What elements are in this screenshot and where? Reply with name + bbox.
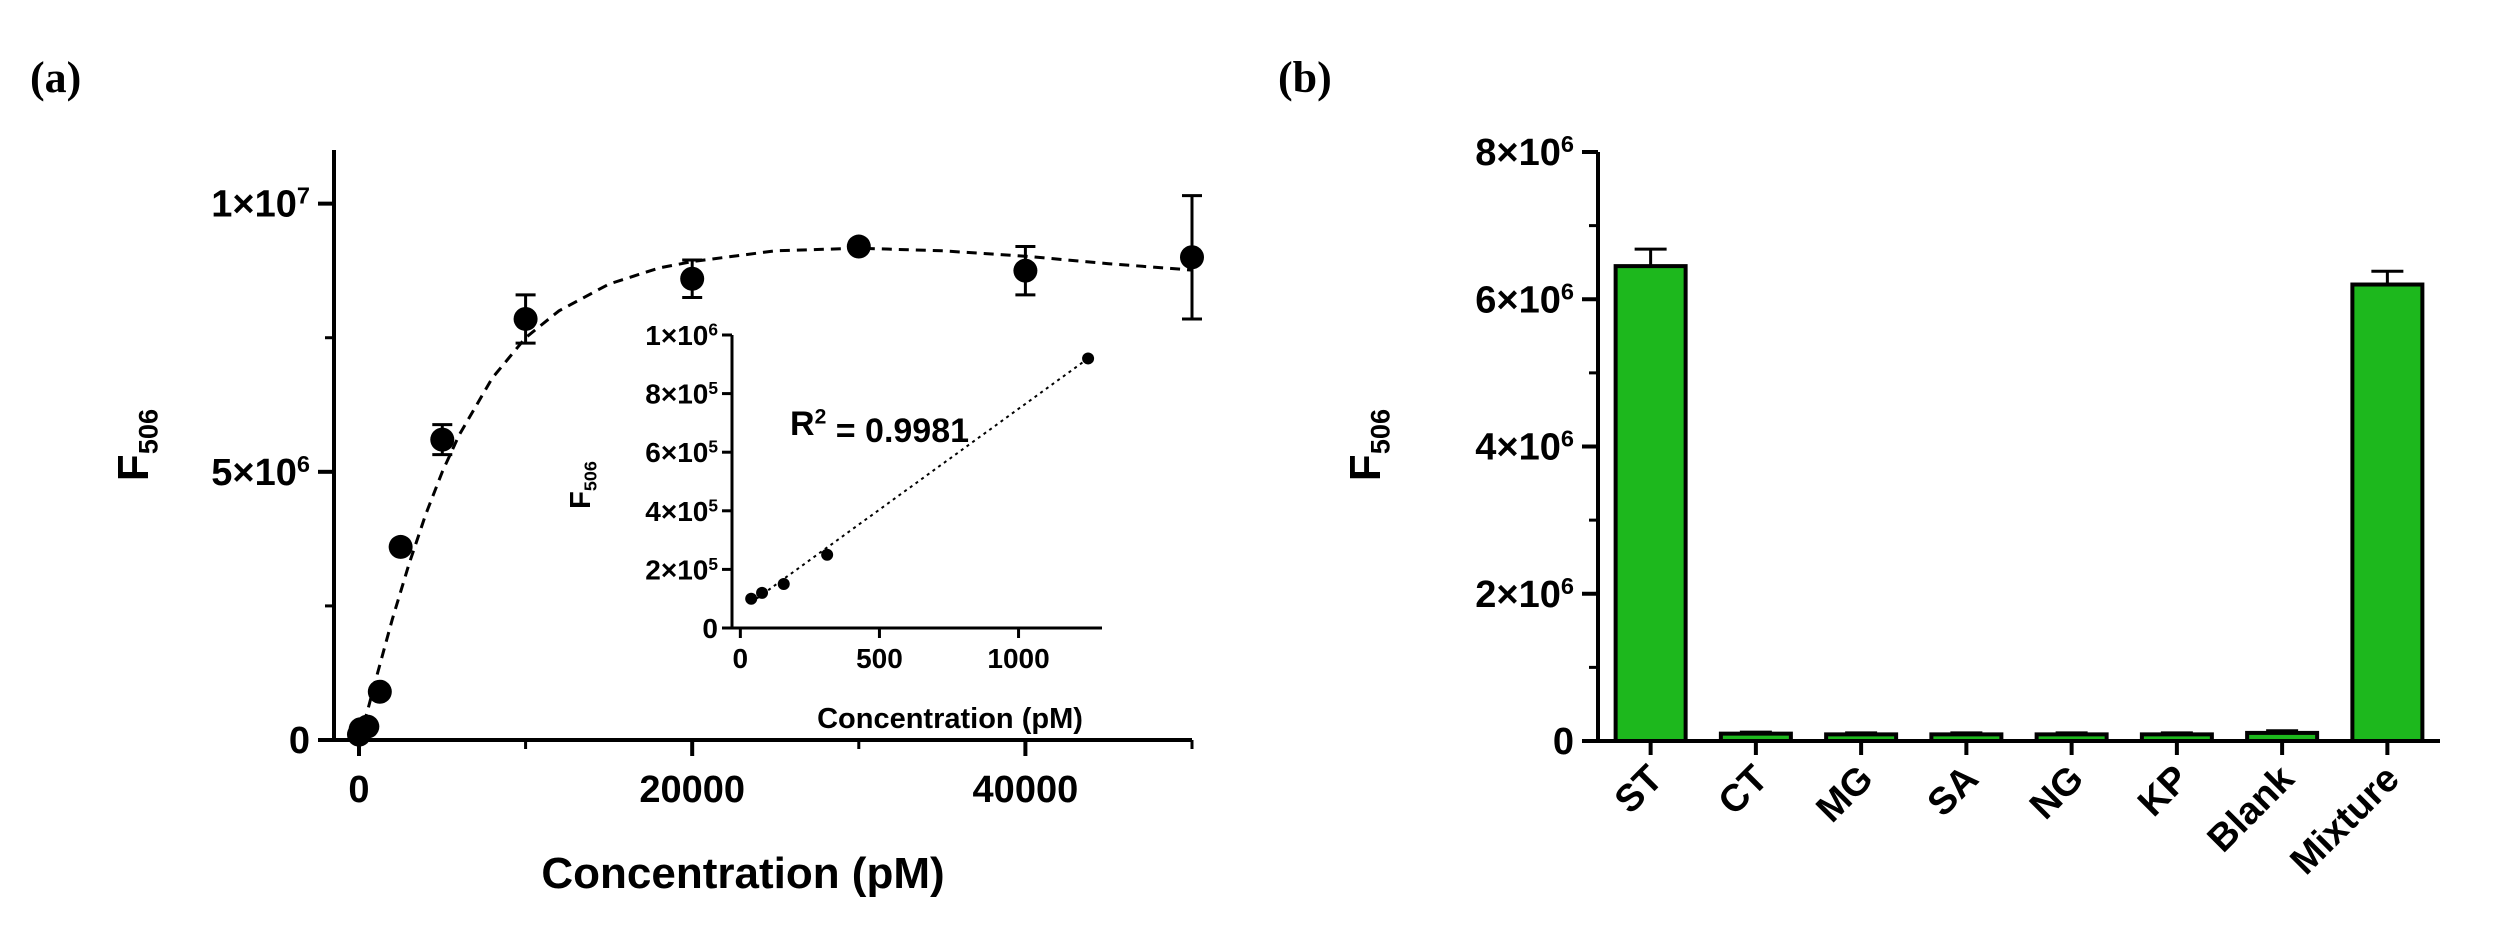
bar-ng — [2034, 732, 2109, 744]
data-point — [846, 234, 871, 259]
inset-y-tick-label: 2×105 — [645, 554, 718, 586]
x-tick-label: CT — [1711, 758, 1777, 824]
y-tick-label: 1×107 — [211, 183, 310, 226]
data-point — [680, 266, 705, 291]
inset-data-point — [745, 592, 758, 605]
inset-x-axis-title: Concentration (pM) — [817, 703, 1083, 735]
fit-curve — [357, 246, 1193, 741]
bar-mixture — [2350, 282, 2425, 743]
inset-y-tick-label: 1×106 — [645, 319, 718, 351]
x-tick-label: SA — [1920, 758, 1987, 825]
inset-y-tick-label: 0 — [702, 613, 718, 644]
y-tick-label: 4×106 — [1475, 426, 1574, 469]
inset-x-tick-label: 1000 — [987, 643, 1049, 674]
inset-y-tick-label: 6×105 — [645, 437, 718, 469]
x-tick-label: 40000 — [973, 769, 1079, 811]
x-tick-label: ST — [1607, 758, 1671, 822]
data-point — [1013, 258, 1038, 283]
bar-st — [1613, 264, 1688, 743]
inset-x-tick-label: 0 — [733, 643, 749, 674]
data-point — [430, 427, 455, 452]
inset-data-point — [1082, 352, 1095, 365]
data-point — [1180, 245, 1204, 270]
bar-blank — [2245, 730, 2320, 743]
chart-a-main: 0 20000 40000 0 5×106 1×107 Concentration (pM)… — [109, 150, 1204, 898]
data-point — [367, 679, 392, 704]
y-tick-label: 0 — [1553, 721, 1574, 763]
data-point — [513, 306, 538, 331]
bar-sa — [1929, 732, 2004, 744]
bar-ct — [1718, 731, 1793, 744]
bar-mg — [1824, 732, 1899, 744]
panel-b-label: (b) — [1278, 53, 1332, 102]
y-axis-title: F506 — [1341, 409, 1396, 481]
x-tick-label: MG — [1809, 758, 1882, 831]
x-axis-title: Concentration (pM) — [541, 849, 944, 898]
y-tick-label: 8×106 — [1475, 131, 1574, 174]
chart-b-bar: 0 2×106 4×106 6×106 8×106 F506 ST CT MG SA NG KP Bla… — [1341, 131, 2440, 883]
y-tick-label: 5×106 — [211, 451, 310, 494]
y-tick-label: 6×106 — [1475, 278, 1574, 321]
y-tick-label: 2×106 — [1475, 573, 1574, 616]
x-tick-label: Blank — [2200, 757, 2303, 860]
inset-y-axis-title: F506 — [565, 461, 600, 509]
inset-y-tick-label: 4×105 — [645, 495, 718, 527]
r-squared-annotation: R2 = 0.9981 — [790, 405, 969, 450]
bar-kp — [2139, 732, 2214, 744]
inset-fit-line — [750, 357, 1089, 604]
chart-a-inset: 0 500 1000 0 2×105 4×105 6×105 8×105 1×106 Concen… — [565, 319, 1102, 735]
x-tick-label: NG — [2022, 758, 2092, 828]
inset-data-point — [756, 586, 769, 599]
inset-x-tick-label: 500 — [856, 643, 903, 674]
x-tick-label: 20000 — [639, 769, 745, 811]
y-axis-title: F506 — [109, 409, 164, 481]
inset-data-point — [821, 548, 834, 561]
x-tick-label: KP — [2130, 758, 2197, 825]
x-tick-label: 0 — [348, 769, 369, 811]
data-point — [388, 534, 413, 559]
y-tick-label: 0 — [289, 720, 310, 762]
panel-a-label: (a) — [30, 53, 81, 102]
x-tick-label: Mixture — [2282, 758, 2407, 883]
inset-y-tick-label: 8×105 — [645, 378, 718, 410]
inset-data-point — [777, 578, 790, 591]
data-point — [355, 714, 380, 739]
